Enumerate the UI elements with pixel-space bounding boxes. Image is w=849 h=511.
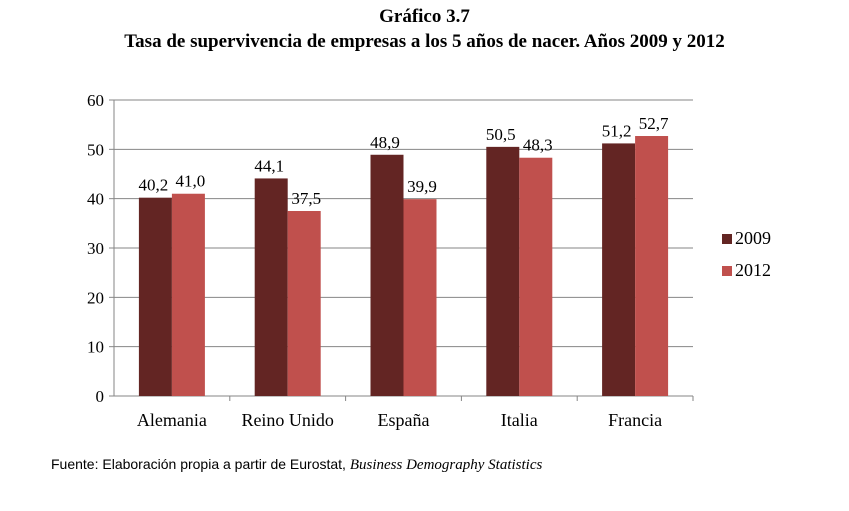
legend-swatch-2012 — [722, 266, 732, 276]
data-label: 40,2 — [139, 176, 169, 195]
data-label: 44,1 — [254, 156, 284, 175]
y-tick-label: 60 — [87, 91, 104, 110]
y-tick-label: 40 — [87, 190, 104, 209]
data-label: 52,7 — [639, 114, 669, 133]
y-tick-label: 0 — [96, 387, 105, 406]
bar-2009-italia — [486, 146, 520, 396]
bar-2012-reino-unido — [287, 211, 321, 396]
bar-2012-francia — [635, 136, 669, 396]
x-tick-label: Italia — [501, 410, 538, 430]
y-tick-label: 20 — [87, 288, 104, 307]
data-label: 48,3 — [523, 136, 553, 155]
source-prefix: Fuente: Elaboración propia a partir de E… — [51, 456, 350, 472]
x-tick-label: Alemania — [137, 410, 207, 430]
bar-2009-reino-unido — [254, 178, 288, 396]
x-tick-label: Francia — [608, 410, 662, 430]
bar-2012-alemania — [171, 193, 205, 396]
bar-2009-españa — [370, 154, 404, 396]
y-tick-label: 30 — [87, 239, 104, 258]
legend-swatch-2009 — [722, 234, 732, 244]
y-tick-label: 50 — [87, 140, 104, 159]
bar-2009-alemania — [138, 197, 172, 396]
data-label: 50,5 — [486, 125, 516, 144]
data-label: 37,5 — [291, 189, 321, 208]
data-label: 48,9 — [370, 133, 400, 152]
x-tick-label: España — [378, 410, 430, 430]
bar-2012-españa — [403, 199, 437, 396]
chart-title: Gráfico 3.7 — [379, 6, 470, 27]
data-label: 41,0 — [176, 172, 206, 191]
chart-subtitle: Tasa de supervivencia de empresas a los … — [124, 31, 725, 52]
y-tick-label: 10 — [87, 338, 104, 357]
bar-2009-francia — [602, 143, 636, 396]
legend-label-2009: 2009 — [735, 228, 771, 248]
bar-2012-italia — [519, 157, 553, 396]
source-title: Business Demography Statistics — [349, 457, 543, 473]
source-note: Fuente: Elaboración propia a partir de E… — [51, 456, 542, 474]
data-label: 51,2 — [602, 121, 632, 140]
data-label: 39,9 — [407, 177, 437, 196]
x-tick-label: Reino Unido — [241, 410, 334, 430]
legend-label-2012: 2012 — [735, 260, 771, 280]
